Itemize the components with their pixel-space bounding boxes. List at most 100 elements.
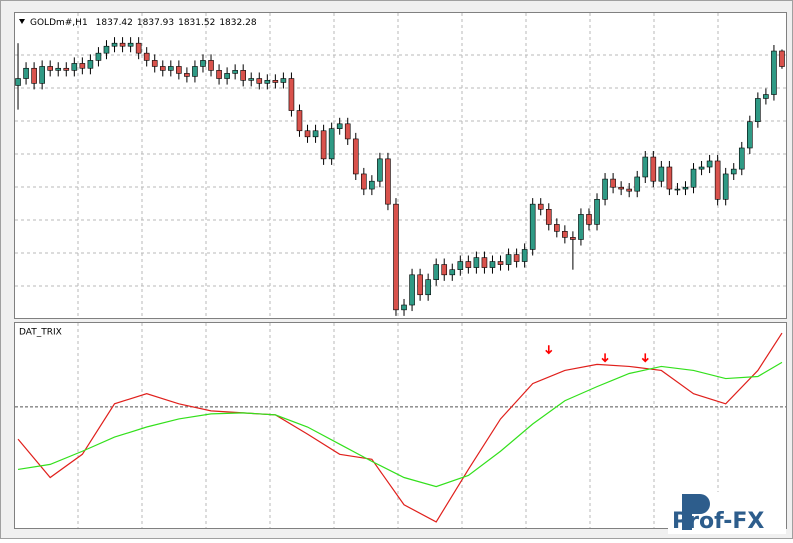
- menu-arrow[interactable]: [19, 19, 25, 24]
- candle-body: [224, 73, 230, 79]
- high-quote: 1837.93: [137, 18, 174, 28]
- candle-body: [690, 168, 697, 188]
- candle-body: [208, 60, 214, 71]
- sell-arrow: [545, 345, 553, 355]
- candle-body: [682, 186, 689, 190]
- indicator-panel: [14, 322, 787, 529]
- candle-body: [135, 42, 142, 54]
- candle-body: [159, 66, 166, 71]
- trix-line: [17, 361, 783, 488]
- candle-body: [248, 78, 255, 81]
- candle-body: [594, 199, 600, 225]
- candle-body: [103, 45, 110, 54]
- candle-body: [401, 304, 407, 311]
- candle-body: [481, 257, 488, 268]
- candle-body: [320, 130, 327, 160]
- candle-body: [296, 110, 303, 132]
- candle-body: [738, 147, 745, 170]
- candle-body: [730, 168, 737, 175]
- indicator-title: DAT_TRIX: [19, 328, 62, 338]
- candle-body: [55, 67, 62, 71]
- candle-body: [634, 176, 641, 192]
- candle-body: [240, 70, 246, 81]
- candle-body: [521, 249, 528, 262]
- chart-header: GOLDm#,H1 1837.42 1837.93 1831.52 1832.28: [30, 18, 257, 28]
- candle-body: [642, 156, 649, 178]
- symbol: GOLDm#,H1: [30, 18, 88, 28]
- candle-body: [666, 166, 673, 190]
- candle-body: [304, 130, 311, 138]
- candle-body: [618, 186, 624, 190]
- candle-body: [771, 50, 777, 95]
- candle-body: [722, 173, 729, 200]
- candle-body: [71, 63, 78, 71]
- candle-body: [151, 60, 158, 67]
- candle-body: [168, 66, 174, 71]
- candle-body: [232, 70, 238, 74]
- candle-body: [344, 123, 351, 140]
- candle-body: [200, 60, 206, 67]
- candle-body: [602, 178, 608, 200]
- candle-body: [545, 208, 552, 225]
- candle-body: [747, 121, 753, 149]
- candle-body: [465, 261, 472, 268]
- candle-body: [537, 203, 544, 210]
- low-quote: 1831.52: [178, 18, 215, 28]
- candle-body: [15, 78, 21, 86]
- candle-body: [352, 138, 359, 175]
- candle-body: [95, 52, 102, 61]
- candle-body: [176, 66, 182, 74]
- main-panel: [14, 12, 787, 319]
- candle-body: [562, 231, 568, 238]
- logo-mark: [682, 494, 710, 530]
- candle-body: [216, 70, 222, 79]
- candle-body: [63, 67, 70, 71]
- candle-body: [489, 261, 496, 268]
- candle-body: [425, 279, 431, 296]
- candle-body: [433, 264, 439, 280]
- candle-body: [143, 52, 150, 61]
- candle-body: [385, 158, 391, 205]
- candle-body: [698, 166, 705, 170]
- candle-body: [264, 80, 271, 84]
- candle-body: [312, 130, 319, 138]
- candle-body: [79, 63, 86, 69]
- sell-arrow: [641, 353, 649, 363]
- candle-body: [473, 257, 480, 268]
- candle-body: [361, 173, 367, 190]
- sell-arrow: [601, 353, 609, 363]
- candle-body: [441, 264, 448, 276]
- candle-body: [47, 66, 53, 71]
- candle-body: [39, 66, 45, 84]
- candle-body: [779, 50, 785, 67]
- logo: Prof-FX: [668, 492, 786, 534]
- candle-body: [714, 160, 721, 200]
- candle-body: [119, 42, 126, 47]
- open-quote: 1837.42: [96, 18, 133, 28]
- candle-body: [393, 203, 399, 311]
- candle-body: [336, 123, 343, 129]
- logo-text: Prof-FX: [672, 509, 764, 534]
- trix-line: [17, 332, 783, 523]
- candle-body: [111, 42, 118, 47]
- candle-body: [578, 214, 584, 240]
- candle-body: [280, 78, 287, 83]
- candle-body: [529, 203, 536, 250]
- candle-body: [513, 254, 520, 262]
- candle-body: [650, 156, 657, 182]
- candle-body: [417, 274, 423, 296]
- candle-body: [409, 274, 415, 306]
- candle-body: [184, 73, 190, 77]
- candle-body: [658, 166, 665, 182]
- candle-body: [87, 60, 94, 69]
- candle-body: [626, 188, 632, 192]
- candle-body: [763, 94, 769, 99]
- candle-body: [328, 128, 335, 160]
- candle-body: [586, 214, 592, 225]
- candle-body: [610, 178, 616, 188]
- candle-body: [377, 158, 383, 182]
- candle-body: [31, 67, 37, 84]
- candle-body: [272, 80, 279, 83]
- candle-body: [369, 180, 375, 190]
